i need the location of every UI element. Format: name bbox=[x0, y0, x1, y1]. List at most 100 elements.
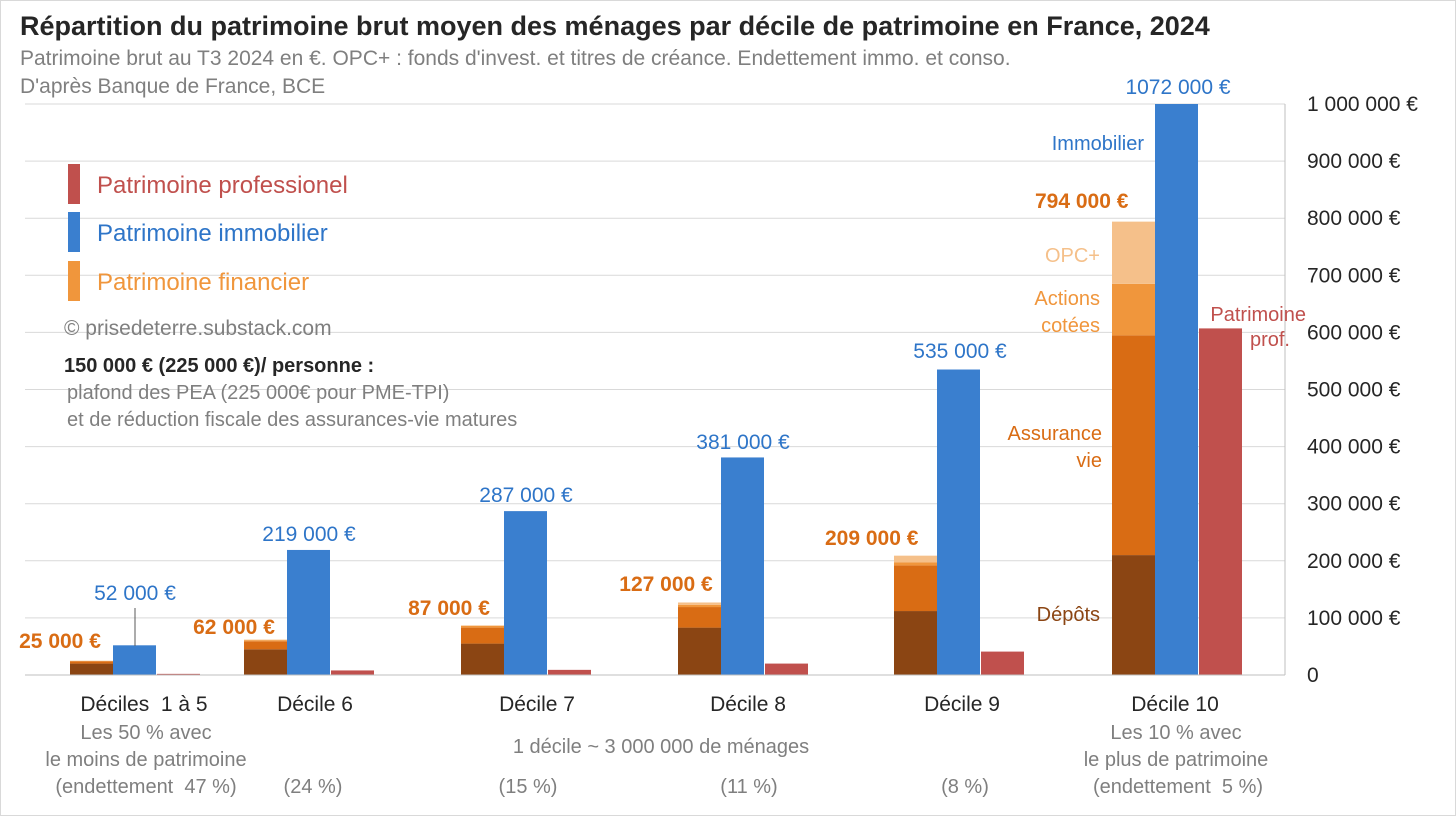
bar-immobilier-cat3 bbox=[504, 511, 547, 675]
bars-layer bbox=[70, 104, 1242, 675]
bar-depots-cat5 bbox=[894, 611, 937, 675]
category-label-decile-7: Décile 7 bbox=[499, 693, 575, 716]
y-tick-label-300000: 300 000 € bbox=[1307, 493, 1401, 516]
note-line-2: et de réduction fiscale des assurances-v… bbox=[67, 409, 517, 431]
sub-label-d9: (8 %) bbox=[941, 776, 989, 798]
bar-professionnel-cat3 bbox=[548, 669, 591, 675]
bar-opc-cat2 bbox=[244, 639, 287, 641]
sub-label-d10-line2: le plus de patrimoine bbox=[1084, 749, 1269, 771]
financial-total-label-cat5: 209 000 € bbox=[825, 527, 919, 550]
y-tick-label-600000: 600 000 € bbox=[1307, 321, 1401, 344]
bar-immobilier-cat6 bbox=[1155, 104, 1198, 675]
bar-depots-cat4 bbox=[678, 627, 721, 675]
bar-depots-cat1 bbox=[70, 663, 113, 675]
bar-assurance-vie-cat3 bbox=[461, 627, 504, 644]
chart-title: Répartition du patrimoine brut moyen des… bbox=[20, 11, 1210, 41]
bar-immobilier-cat5 bbox=[937, 369, 980, 675]
y-tick-label-500000: 500 000 € bbox=[1307, 379, 1401, 402]
note-line-1: plafond des PEA (225 000€ pour PME-TPI) bbox=[67, 382, 449, 404]
note-heading: 150 000 € (225 000 €)/ personne : bbox=[64, 355, 374, 377]
bar-professionnel-cat2 bbox=[331, 670, 374, 675]
annotation-prof-line2: prof. bbox=[1250, 329, 1290, 351]
bar-immobilier-cat4 bbox=[721, 457, 764, 675]
sub-label-d10-line1: Les 10 % avec bbox=[1110, 722, 1241, 744]
value-labels: 25 000 € 62 000 € 87 000 € 127 000 € 209 000… bbox=[19, 76, 1231, 653]
bar-professionnel-cat4 bbox=[765, 663, 808, 675]
category-label-decile-9: Décile 9 bbox=[924, 693, 1000, 716]
annotation-immobilier: Immobilier bbox=[1052, 133, 1145, 155]
legend-swatch-professionnel bbox=[68, 164, 80, 204]
sub-label-d1-line3: (endettement 47 %) bbox=[55, 776, 236, 798]
y-tick-label-0: 0 bbox=[1307, 664, 1319, 687]
bar-assurance-vie-cat6 bbox=[1112, 335, 1155, 556]
category-label-decile-8: Décile 8 bbox=[710, 693, 786, 716]
financial-total-label-cat6: 794 000 € bbox=[1035, 190, 1129, 213]
bar-assurance-vie-cat2 bbox=[244, 641, 287, 650]
y-tick-label-200000: 200 000 € bbox=[1307, 550, 1401, 573]
y-tick-label-1000000: 1 000 000 € bbox=[1307, 93, 1418, 116]
category-label-decile-10: Décile 10 bbox=[1131, 693, 1219, 716]
bar-depots-cat3 bbox=[461, 643, 504, 675]
y-tick-label-400000: 400 000 € bbox=[1307, 436, 1401, 459]
sub-label-d8: (11 %) bbox=[720, 776, 777, 798]
immobilier-value-label-cat4: 381 000 € bbox=[696, 431, 790, 454]
bar-depots-cat6 bbox=[1112, 555, 1155, 675]
financial-total-label-cat2: 62 000 € bbox=[193, 616, 275, 639]
annotation-prof-line1: Patrimoine bbox=[1210, 304, 1306, 326]
immobilier-value-label-cat1: 52 000 € bbox=[94, 582, 176, 605]
legend-label-immobilier: Patrimoine immobilier bbox=[97, 220, 328, 247]
bar-assurance-vie-cat1 bbox=[70, 661, 113, 664]
financial-total-label-cat1: 25 000 € bbox=[19, 630, 101, 653]
financial-total-label-cat4: 127 000 € bbox=[619, 573, 713, 596]
bar-opc-cat3 bbox=[461, 625, 504, 626]
sub-label-center: 1 décile ~ 3 000 000 de ménages bbox=[513, 736, 809, 758]
annotation-opc: OPC+ bbox=[1045, 245, 1100, 267]
bar-professionnel-cat6 bbox=[1199, 328, 1242, 675]
annotation-actions-line2: cotées bbox=[1041, 315, 1100, 337]
legend-label-financier: Patrimoine financier bbox=[97, 269, 309, 296]
bar-assurance-vie-cat5 bbox=[894, 565, 937, 612]
bar-opc-cat6 bbox=[1112, 221, 1155, 284]
sub-label-d6: (24 %) bbox=[284, 776, 343, 798]
y-tick-label-800000: 800 000 € bbox=[1307, 207, 1401, 230]
bar-assurance-vie-cat4 bbox=[678, 607, 721, 628]
bar-opc-cat5 bbox=[894, 555, 937, 563]
bar-immobilier-cat1 bbox=[113, 645, 156, 675]
annotation-depots: Dépôts bbox=[1037, 604, 1100, 626]
bar-opc-cat4 bbox=[678, 602, 721, 605]
chart-subtitle: Patrimoine brut au T3 2024 en €. OPC+ : … bbox=[20, 47, 1011, 70]
bar-depots-cat2 bbox=[244, 649, 287, 675]
sub-label-d10-line3: (endettement 5 %) bbox=[1093, 776, 1263, 798]
annotation-actions-line1: Actions bbox=[1034, 288, 1100, 310]
immobilier-value-label-cat2: 219 000 € bbox=[262, 523, 356, 546]
y-tick-label-900000: 900 000 € bbox=[1307, 150, 1401, 173]
bar-actions-cat5 bbox=[894, 562, 937, 566]
grid-layer bbox=[25, 103, 1285, 619]
bar-professionnel-cat5 bbox=[981, 651, 1024, 675]
annotation-assurance-line1: Assurance bbox=[1008, 423, 1103, 445]
category-label-decile-6: Décile 6 bbox=[277, 693, 353, 716]
category-label-deciles-1-5: Déciles 1 à 5 bbox=[80, 693, 207, 716]
immobilier-value-label-cat5: 535 000 € bbox=[913, 340, 1007, 363]
sub-label-d1-line2: le moins de patrimoine bbox=[45, 749, 246, 771]
copyright-text: © prisedeterre.substack.com bbox=[64, 317, 332, 340]
y-tick-labels: 0 100 000 € 200 000 € 300 000 € 400 000 € 500… bbox=[1307, 93, 1418, 687]
sub-label-d7: (15 %) bbox=[499, 776, 558, 798]
bar-actions-cat2 bbox=[244, 640, 287, 642]
bar-actions-cat3 bbox=[461, 625, 504, 628]
immobilier-value-label-cat3: 287 000 € bbox=[479, 484, 573, 507]
y-tick-label-100000: 100 000 € bbox=[1307, 607, 1401, 630]
bar-professionnel-cat1 bbox=[157, 673, 200, 675]
legend-label-professionnel: Patrimoine professionel bbox=[97, 172, 348, 199]
legend-swatch-financier bbox=[68, 261, 80, 301]
bar-actions-cat4 bbox=[678, 604, 721, 608]
bar-immobilier-cat2 bbox=[287, 549, 330, 675]
y-tick-label-700000: 700 000 € bbox=[1307, 264, 1401, 287]
financial-total-label-cat3: 87 000 € bbox=[408, 597, 490, 620]
legend-swatch-immobilier bbox=[68, 212, 80, 252]
sub-label-d1-line1: Les 50 % avec bbox=[80, 722, 211, 744]
bar-actions-cat6 bbox=[1112, 283, 1155, 336]
chart-source: D'après Banque de France, BCE bbox=[20, 75, 325, 98]
annotation-assurance-line2: vie bbox=[1076, 450, 1102, 472]
